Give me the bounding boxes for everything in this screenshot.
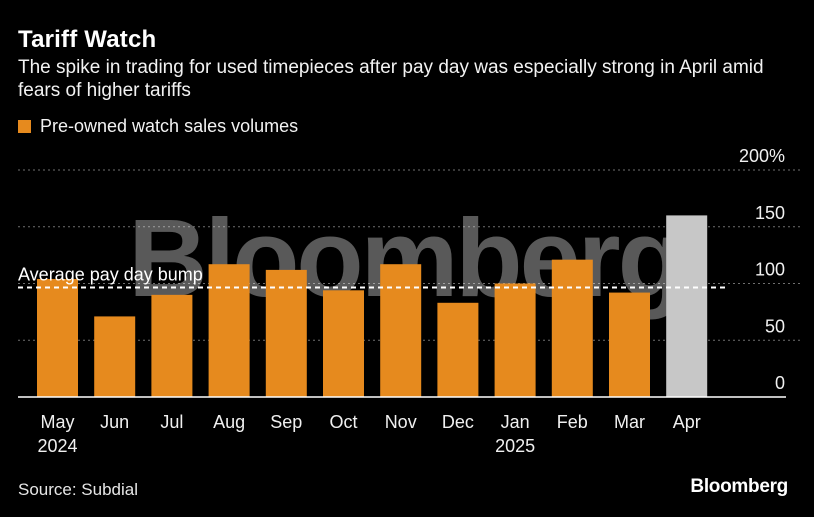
x-tick-label: Jun (100, 412, 129, 432)
y-tick-label: 50 (765, 316, 785, 336)
y-tick-label: 200% (739, 146, 785, 166)
legend-swatch (18, 120, 31, 133)
bar (37, 278, 78, 397)
x-tick-label: Aug (213, 412, 245, 432)
bar (437, 302, 479, 397)
x-tick-label: Nov (385, 412, 417, 432)
x-tick-label: Feb (557, 412, 588, 432)
source-note: Source: Subdial (18, 480, 139, 499)
x-tick-label: Oct (329, 412, 357, 432)
x-tick-label: Jul (160, 412, 183, 432)
x-tick-label: Dec (442, 412, 474, 432)
x-tick-label: Mar (614, 412, 645, 432)
bar (323, 290, 364, 397)
x-tick-label: Sep (270, 412, 302, 432)
chart-subtitle: The spike in trading for used timepieces… (18, 57, 764, 101)
bar (151, 294, 193, 397)
chart-title: Tariff Watch (18, 26, 157, 53)
y-tick-label: 100 (755, 260, 785, 280)
bar (94, 316, 136, 397)
bar (380, 264, 422, 397)
legend: Pre-owned watch sales volumes (18, 116, 298, 137)
y-tick-label: 150 (755, 203, 785, 223)
reference-line-label: Average pay day bump (18, 265, 203, 285)
bar (551, 259, 593, 397)
bloomberg-logo: Bloomberg (690, 476, 788, 497)
legend-label: Pre-owned watch sales volumes (40, 116, 299, 136)
x-tick-label: May (40, 412, 74, 432)
bar (494, 283, 536, 397)
y-tick-label: 0 (775, 373, 785, 393)
x-tick-label: Apr (673, 412, 701, 432)
bar (609, 292, 650, 397)
bar (265, 269, 307, 397)
x-year-label: 2025 (495, 436, 535, 456)
x-year-label: 2024 (37, 436, 77, 456)
bar (208, 264, 250, 397)
bar (666, 215, 708, 397)
x-tick-label: Jan (501, 412, 530, 432)
